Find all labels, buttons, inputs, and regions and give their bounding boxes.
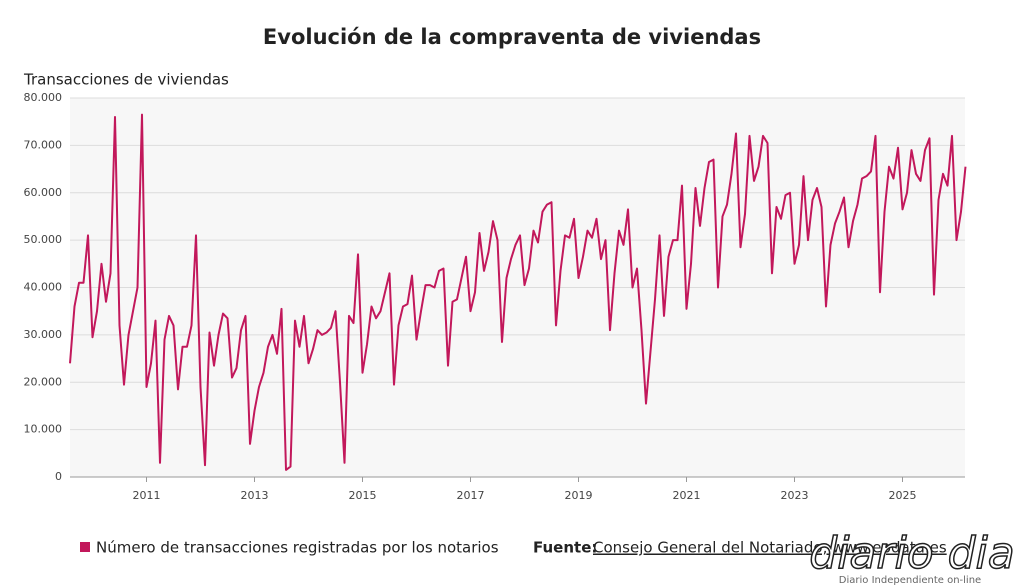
chart-title: Evolución de la compraventa de viviendas: [263, 25, 761, 49]
series-line: [69, 113, 967, 471]
x-tick-label: 2021: [673, 489, 701, 502]
y-tick-label: 40.000: [24, 281, 63, 294]
y-tick-label: 70.000: [24, 138, 63, 151]
x-tick-label: 2025: [889, 489, 917, 502]
y-axis-title: Transacciones de viviendas: [23, 71, 229, 89]
x-tick-label: 2023: [781, 489, 809, 502]
y-tick-label: 30.000: [24, 328, 63, 341]
watermark-subtitle: Diario Independiente on-line: [839, 575, 981, 586]
watermark: diario dia: [809, 528, 1014, 579]
y-tick-label: 50.000: [24, 233, 63, 246]
x-tick-label: 2019: [565, 489, 593, 502]
y-tick-label: 60.000: [24, 186, 63, 199]
y-tick-label: 80.000: [24, 91, 63, 104]
y-tick-label: 0: [55, 470, 62, 483]
x-tick-label: 2015: [349, 489, 377, 502]
source-label: Fuente:: [533, 539, 597, 557]
y-tick-label: 10.000: [24, 423, 63, 436]
x-tick-label: 2011: [133, 489, 161, 502]
source: Consejo General del Notariado, www.epdat…: [593, 539, 947, 557]
legend-swatch: [80, 542, 90, 552]
y-tick-label: 20.000: [24, 375, 63, 388]
x-tick-label: 2013: [241, 489, 269, 502]
legend-label: Número de transacciones registradas por …: [96, 539, 499, 557]
x-tick-label: 2017: [457, 489, 485, 502]
